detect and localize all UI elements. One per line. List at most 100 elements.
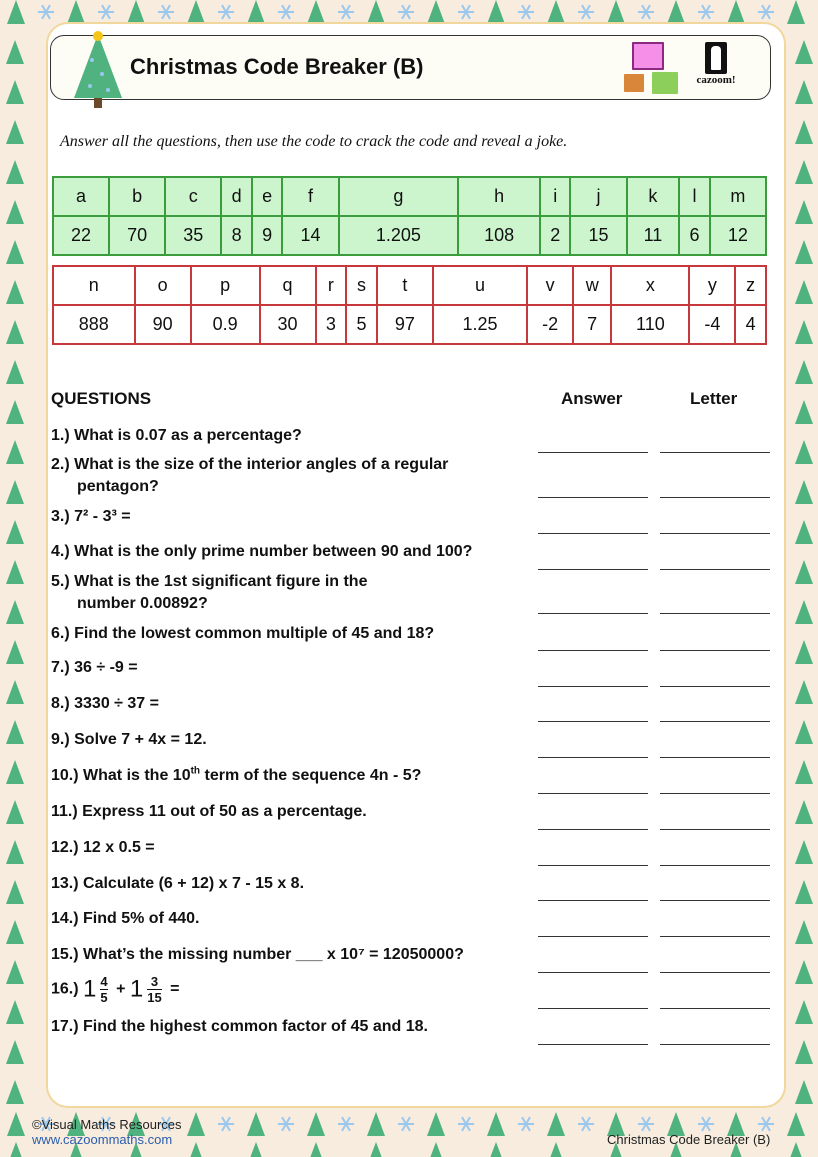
code-letter: p [189,265,261,306]
tree-icon [6,360,24,384]
answer-blank[interactable] [538,829,648,830]
whole-number: 1 [83,975,97,1003]
tree-icon [795,840,813,864]
tree-icon [6,560,24,584]
denominator: 5 [100,990,108,1005]
answer-blank[interactable] [538,613,648,614]
question-1: 1.) What is 0.07 as a percentage? [51,427,302,444]
page-title: Christmas Code Breaker (B) [130,54,424,79]
letter-blank[interactable] [660,721,770,722]
code-letter: j [569,176,628,217]
snowflake-icon [338,4,354,20]
letter-blank[interactable] [660,533,770,534]
tree-icon [6,720,24,744]
tree-icon [187,1112,205,1136]
tree-icon [795,800,813,824]
question-2: 2.) What is the size of the interior ang… [51,454,448,498]
code-value: 3 [314,304,348,345]
answer-blank[interactable] [538,452,648,453]
code-value: 1.25 [431,304,529,345]
question-15: 15.) What’s the missing number ___ x 10⁷… [51,946,464,963]
letter-blank[interactable] [660,900,770,901]
answer-blank[interactable] [538,793,648,794]
tree-icon [6,760,24,784]
question-10: 10.) What is the 10th term of the sequen… [51,765,421,787]
numerator: 3 [147,974,162,990]
questions-heading: QUESTIONS [51,389,152,408]
tree-icon [310,1142,322,1157]
snowflake-icon [278,1116,294,1132]
letter-blank[interactable] [660,1008,770,1009]
code-value: 110 [610,304,691,345]
answer-blank[interactable] [538,686,648,687]
copyright: ©Visual Maths Resources [32,1117,182,1132]
code-letter: f [281,176,340,217]
code-letter: s [345,265,378,306]
code-letter: n [52,265,136,306]
letter-blank[interactable] [660,972,770,973]
question-text: 5.) What is the 1st significant figure i… [51,573,368,590]
snowflake-icon [218,4,234,20]
answer-blank[interactable] [538,865,648,866]
tree-icon [247,1112,265,1136]
tree-icon [307,1112,325,1136]
tree-icon [795,760,813,784]
answer-blank[interactable] [538,497,648,498]
snowflake-icon [638,4,654,20]
answer-blank[interactable] [538,650,648,651]
code-letter: m [708,176,768,217]
tree-icon [670,1142,682,1157]
letter-blank[interactable] [660,829,770,830]
snowflake-icon [38,4,54,20]
question-text: number 0.00892? [77,595,208,612]
letter-heading: Letter [690,389,738,408]
letter-blank[interactable] [660,613,770,614]
snowflake-icon [518,4,534,20]
tree-icon [795,440,813,464]
letter-blank[interactable] [660,865,770,866]
letter-blank[interactable] [660,650,770,651]
tree-icon [795,200,813,224]
code-value: 97 [375,304,434,345]
tree-icon [6,1040,24,1064]
question-17: 17.) Find the highest common factor of 4… [51,1018,428,1035]
letter-blank[interactable] [660,497,770,498]
answer-blank[interactable] [538,569,648,570]
answer-blank[interactable] [538,972,648,973]
tree-icon [795,960,813,984]
question-13: 13.) Calculate (6 + 12) x 7 - 15 x 8. [51,875,305,892]
tree-icon [7,1112,25,1136]
answer-blank[interactable] [538,1008,648,1009]
answer-blank[interactable] [538,1044,648,1045]
tree-icon [250,1142,262,1157]
letter-blank[interactable] [660,686,770,687]
code-letter: x [610,265,691,306]
tree-icon [610,1142,622,1157]
cazoom-logo: cazoom! [690,42,742,94]
letter-blank[interactable] [660,757,770,758]
answer-blank[interactable] [538,721,648,722]
denominator: 15 [147,990,162,1005]
tree-icon [7,0,25,24]
code-letter: d [220,176,253,217]
letter-blank[interactable] [660,452,770,453]
answer-blank[interactable] [538,900,648,901]
fraction: 3 15 [147,974,162,1005]
website-link[interactable]: www.cazoommaths.com [32,1132,173,1147]
letter-blank[interactable] [660,936,770,937]
code-letter: v [526,265,575,306]
answer-blank[interactable] [538,757,648,758]
tree-icon [6,960,24,984]
letter-blank[interactable] [660,569,770,570]
christmas-tree-icon [70,30,126,110]
answer-blank[interactable] [538,533,648,534]
tree-icon [247,0,265,24]
tree-icon [6,520,24,544]
letter-blank[interactable] [660,1044,770,1045]
answer-blank[interactable] [538,936,648,937]
letter-blank[interactable] [660,793,770,794]
tree-icon [795,880,813,904]
code-value: 108 [457,215,541,256]
